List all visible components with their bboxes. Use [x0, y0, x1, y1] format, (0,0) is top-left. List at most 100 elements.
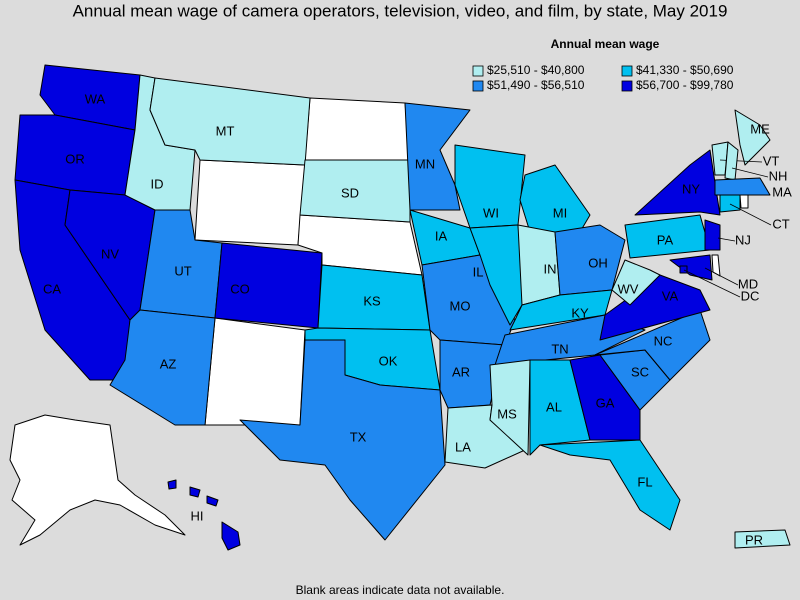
state-label: AR [452, 364, 470, 379]
state: NJ [704, 219, 751, 251]
state: AL [529, 359, 591, 456]
blank-state [204, 317, 306, 426]
legend-swatch [621, 65, 633, 77]
state-shape [714, 177, 771, 196]
state-label: DC [741, 288, 760, 303]
state: CO [214, 242, 323, 329]
state-label: TN [551, 341, 568, 356]
legend-label: $56,700 - $99,780 [636, 78, 734, 92]
state-label: MS [497, 406, 517, 421]
state-shape [489, 359, 531, 456]
state-label: CT [772, 216, 789, 231]
state: IN [517, 224, 561, 306]
state-label: ME [750, 121, 770, 136]
state: MS [489, 359, 531, 456]
state-shape [109, 309, 216, 426]
state: PR [734, 529, 791, 549]
state-label: IL [473, 264, 484, 279]
state-label: MO [450, 298, 471, 313]
blank-state [9, 414, 186, 546]
state-label: OK [379, 353, 398, 368]
state-label: UT [174, 263, 191, 278]
state: NH [724, 141, 788, 183]
state: IA [409, 209, 481, 266]
legend-label: $51,490 - $56,510 [487, 78, 585, 92]
state: PA [624, 214, 711, 259]
state-label: MN [415, 156, 435, 171]
state-label: WA [85, 91, 106, 106]
state: OR [14, 114, 136, 196]
state-label: NV [101, 246, 119, 261]
state-label: MT [216, 123, 235, 138]
leader-line [717, 237, 736, 242]
state: VA [599, 274, 711, 341]
state-label: KS [363, 293, 381, 308]
state-shape [239, 339, 446, 541]
state-label: AZ [160, 356, 177, 371]
state-label: CO [230, 281, 250, 296]
state: DC [679, 265, 760, 303]
state-label: MD [738, 276, 758, 291]
state: GA [569, 354, 641, 441]
state-label: KY [571, 305, 589, 320]
state-shape [734, 529, 791, 549]
state-label: NY [682, 181, 700, 196]
map-title: Annual mean wage of camera operators, te… [73, 1, 728, 20]
leader-line [729, 203, 772, 226]
state: MD [669, 254, 758, 291]
state: FL [539, 439, 681, 531]
blank-state [304, 97, 411, 161]
state: MT [149, 77, 311, 166]
state-label: VT [763, 153, 780, 168]
state-label: MI [553, 205, 567, 220]
state-shape [167, 479, 177, 490]
state-shape [529, 359, 591, 456]
state: AR [439, 339, 506, 409]
state-shape [221, 521, 241, 551]
state-label: AL [546, 399, 562, 414]
blank-states [9, 97, 749, 546]
legend-title: Annual mean wage [551, 37, 660, 51]
blank-state [194, 159, 306, 246]
state-label: NH [769, 168, 788, 183]
state: CT [719, 194, 790, 231]
state-shape [719, 194, 741, 213]
state-shape [611, 259, 661, 306]
legend-swatch [621, 80, 633, 92]
legend-swatch [472, 80, 484, 92]
state-label: NJ [735, 232, 751, 247]
state-shape [569, 354, 641, 441]
state-shape [149, 77, 311, 166]
state-label: PA [657, 232, 674, 247]
legend-label: $25,510 - $40,800 [487, 63, 585, 77]
state-shape [679, 265, 688, 274]
state-label: LA [455, 439, 471, 454]
state-label: IA [435, 228, 448, 243]
leader-line [704, 267, 739, 286]
leader-line [731, 167, 769, 178]
state: ME [734, 109, 771, 166]
state-label: SD [341, 185, 359, 200]
state-label: WI [483, 205, 499, 220]
leader-line [683, 269, 741, 298]
state-label: NC [654, 333, 673, 348]
state: AZ [109, 309, 216, 426]
state-label: CA [43, 281, 61, 296]
legend-swatch [472, 65, 484, 77]
state: SD [299, 159, 411, 223]
footnote: Blank areas indicate data not available. [296, 583, 505, 597]
state-label: WV [618, 281, 639, 296]
state: NC [594, 309, 711, 381]
state-shape [734, 109, 771, 166]
state-label: OR [65, 151, 85, 166]
state-label: TX [350, 429, 367, 444]
state: WV [611, 259, 661, 306]
state-label: ID [151, 176, 164, 191]
state-shape [554, 224, 626, 296]
state: WA [39, 64, 141, 131]
state-label: SC [631, 364, 649, 379]
legend-label: $41,330 - $50,690 [636, 63, 734, 77]
state-shape [206, 495, 219, 507]
state: KS [317, 264, 431, 331]
